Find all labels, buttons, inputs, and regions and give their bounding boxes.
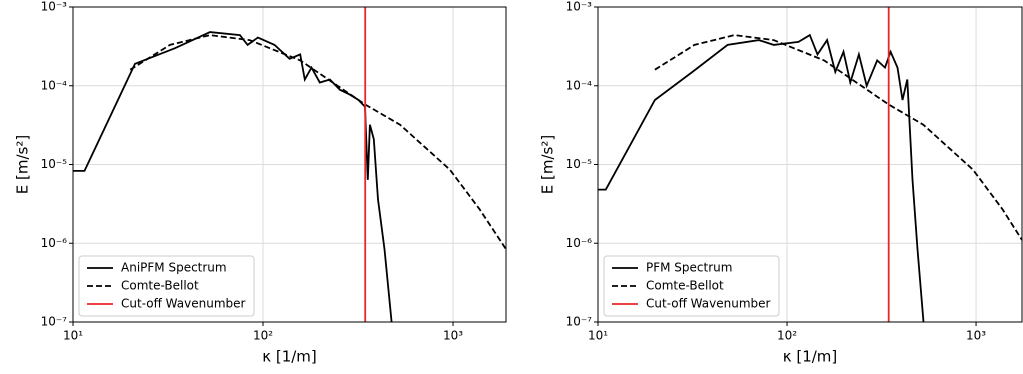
y-tick-label: 10⁻⁷ [566,315,593,329]
legend-label: PFM Spectrum [646,261,732,275]
series-line [654,34,1022,241]
plot: 10⁻⁷ 10⁻⁶ 10⁻⁵ 10⁻⁴ 10⁻³ 10¹ 10² 10³ κ [1/m] E [m… [539,0,1023,366]
x-tick-label: 10³ [443,329,463,343]
y-axis-label: E [m/s²] [14,135,32,194]
axes-frame [597,6,1023,323]
y-tick-label: 10⁻⁵ [41,157,68,171]
plot: 10⁻⁷ 10⁻⁶ 10⁻⁵ 10⁻⁴ 10⁻³ 10¹ 10² 10³ κ [1/m] E [m… [14,0,507,366]
x-axis-label: κ [1/m] [262,348,317,366]
y-tick-label: 10⁻⁷ [41,315,68,329]
x-tick-label: 10³ [966,329,986,343]
series-line [73,31,393,322]
x-axis-label: κ [1/m] [783,348,838,366]
y-tick-label: 10⁻⁵ [566,157,593,171]
legend-label: Cut-off Wavenumber [121,297,246,311]
x-tick-label: 10¹ [63,329,83,343]
y-tick-label: 10⁻⁴ [41,78,68,92]
legend-label: Comte-Bellot [646,279,724,293]
y-axis-label: E [m/s²] [539,135,557,194]
y-tick-label: 10⁻⁴ [566,78,593,92]
x-tick-label: 10² [777,329,797,343]
axes-frame [72,6,507,323]
plot-area [598,7,1022,322]
x-tick-label: 10² [253,329,273,343]
x-tick-label: 10¹ [588,329,608,343]
legend-label: Comte-Bellot [121,279,199,293]
legend-box [78,255,255,317]
y-tick-label: 10⁻⁶ [41,236,68,250]
legend-label: AniPFM Spectrum [121,261,227,275]
series-line [598,33,925,322]
legend-label: Cut-off Wavenumber [646,297,771,311]
y-tick-label: 10⁻³ [41,0,68,14]
y-tick-label: 10⁻⁶ [566,236,593,250]
legend-box [603,255,780,317]
y-tick-label: 10⁻³ [566,0,593,14]
series-line [129,34,506,250]
plot-area [73,7,506,322]
